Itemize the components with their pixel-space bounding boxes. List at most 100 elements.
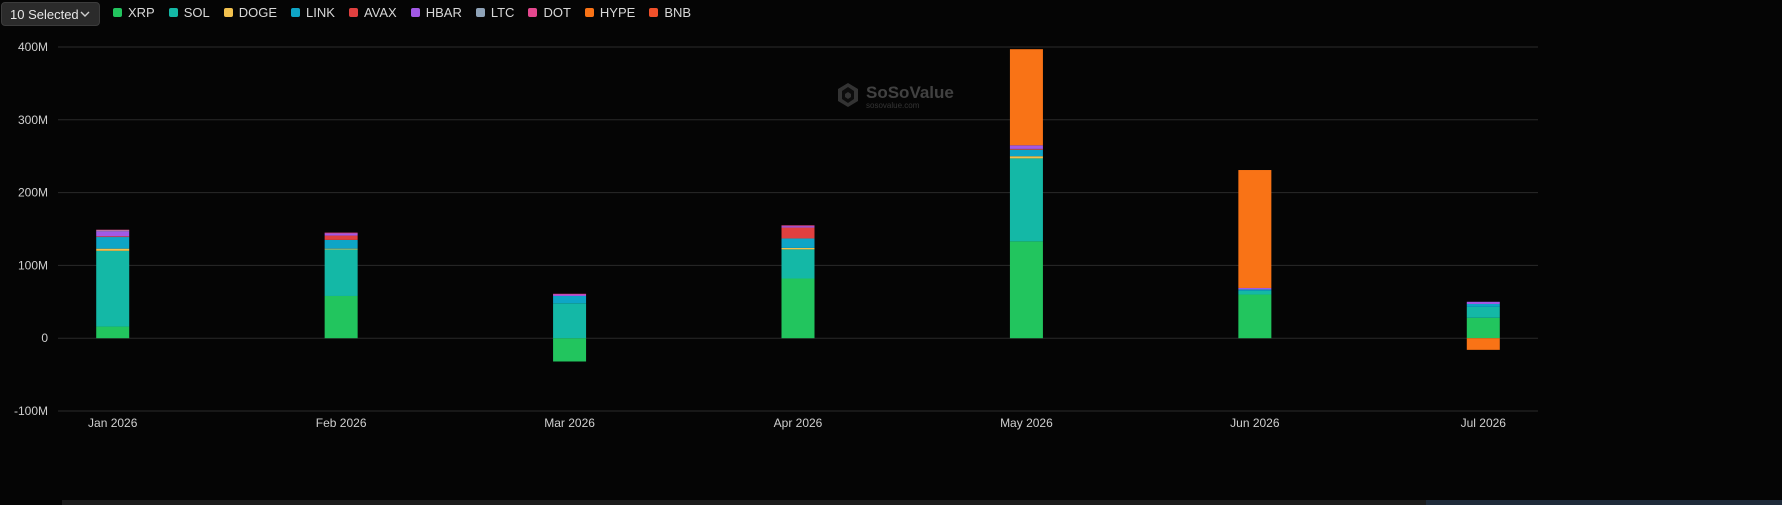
bar-segment-xrp[interactable] [324,295,358,339]
legend-item-doge[interactable]: DOGE [223,5,278,20]
bar-segment-hbar[interactable] [96,231,130,237]
bar-segment-xrp[interactable] [96,326,130,339]
watermark: SoSoValue sosovalue.com [838,83,954,110]
range-scrollbar[interactable] [62,500,1782,505]
series-selector-label: 10 Selected [10,6,79,22]
bar-segment-hbar[interactable] [781,226,815,228]
y-tick-label: 100M [18,258,48,272]
bar-segment-sol[interactable] [96,250,130,327]
legend-swatch [475,8,485,17]
bar-segment-avax[interactable] [96,236,130,238]
bar-segment-sol[interactable] [1466,306,1500,318]
bar-segment-hbar[interactable] [1238,287,1272,290]
watermark-sub: sosovalue.com [866,101,920,110]
bar-segment-avax[interactable] [1009,148,1043,150]
legend-item-bnb[interactable]: BNB [649,5,691,20]
y-tick-label: 300M [18,113,48,127]
bar-segment-doge[interactable] [781,247,815,250]
bar-stack-jul-2026 [1466,301,1500,350]
bar-stack-mar-2026 [553,293,587,362]
bar-segment-link[interactable] [781,238,815,248]
legend-label: HYPE [599,5,636,20]
x-tick-label: Jul 2026 [1461,416,1507,430]
bar-segment-sol[interactable] [1238,290,1272,295]
bar-stack-jan-2026 [96,229,130,339]
legend-label: AVAX [363,5,397,20]
chart-legend: XRP SOL DOGE LINK AVAX HBAR LTC DOT HYPE BNB [113,5,705,20]
bar-segment-hbar[interactable] [1009,145,1043,149]
bar-segment-xrp[interactable] [1238,294,1272,339]
legend-item-hbar[interactable]: HBAR [410,5,462,20]
chevron-down-icon [80,11,90,17]
legend-item-xrp[interactable]: XRP [113,5,155,20]
bar-segment-hype[interactable] [1466,338,1500,350]
bar-stack-apr-2026 [781,225,815,339]
bar-segment-dot[interactable] [781,225,815,227]
bar-segment-sol[interactable] [324,249,358,296]
legend-item-dot[interactable]: DOT [528,5,571,20]
y-tick-label: 400M [18,40,48,54]
legend-label: SOL [183,5,210,20]
top-bar: 10 Selected XRP SOL DOGE LINK AVAX HBAR LTC DOT… [0,0,1782,26]
bar-segment-xrp[interactable] [781,278,815,339]
bar-segment-avax[interactable] [781,227,815,239]
y-axis-ticks: 400M 300M 200M 100M 0 -100M [14,40,48,418]
bar-segment-link[interactable] [1238,289,1272,291]
y-tick-label: 0 [41,331,48,345]
bar-segment-link[interactable] [324,239,358,249]
legend-label: DOGE [238,5,278,20]
x-tick-label: Jan 2026 [88,416,138,430]
bar-segment-avax[interactable] [324,235,358,240]
bar-segment-dot[interactable] [553,293,587,295]
legend-swatch [291,8,301,17]
bar-segment-link[interactable] [553,295,587,304]
bar-segment-xrp[interactable] [553,338,587,362]
bar-segment-hype[interactable] [1009,49,1043,146]
x-tick-label: Feb 2026 [316,416,367,430]
legend-item-sol[interactable]: SOL [168,5,210,20]
legend-label: XRP [128,5,155,20]
legend-swatch [168,8,178,17]
x-tick-label: Mar 2026 [544,416,595,430]
bar-segment-dot[interactable] [96,229,130,231]
legend-swatch [113,8,122,17]
bar-segment-sol[interactable] [1009,158,1043,242]
bar-segment-doge[interactable] [324,248,358,250]
legend-item-link[interactable]: LINK [291,5,335,20]
legend-item-hype[interactable]: HYPE [584,5,636,20]
legend-swatch [223,8,233,17]
x-tick-label: Apr 2026 [774,416,823,430]
x-axis-ticks: Jan 2026 Feb 2026 Mar 2026 Apr 2026 May 2026… [88,416,1506,430]
bar-segment-xrp[interactable] [1466,317,1500,339]
bar-segment-ltc[interactable] [96,230,130,232]
bar-segment-xrp[interactable] [1009,241,1043,339]
bar-segment-doge[interactable] [1009,156,1043,159]
bar-segment-hbar[interactable] [553,294,587,296]
bar-segment-doge[interactable] [96,248,130,251]
bar-segment-hype[interactable] [1238,170,1272,288]
bars [96,49,1500,362]
bar-segment-dot[interactable] [324,232,358,234]
legend-item-avax[interactable]: AVAX [348,5,397,20]
x-tick-label: May 2026 [1000,416,1053,430]
bar-segment-link[interactable] [1466,303,1500,307]
legend-item-ltc[interactable]: LTC [475,5,514,20]
cube-logo-icon [838,83,858,107]
legend-label: LINK [306,5,335,20]
bar-segment-sol[interactable] [781,249,815,279]
legend-label: HBAR [425,5,462,20]
series-selector-dropdown[interactable]: 10 Selected [1,2,100,26]
bar-segment-sol[interactable] [553,303,587,339]
bar-segment-hbar[interactable] [1466,301,1500,304]
y-tick-label: -100M [14,404,48,418]
watermark-brand: SoSoValue [866,83,954,102]
bar-segment-hbar[interactable] [324,233,358,236]
bar-segment-link[interactable] [1009,149,1043,157]
legend-swatch [348,8,358,17]
x-tick-label: Jun 2026 [1230,416,1280,430]
range-selection[interactable] [1426,500,1782,505]
bar-stack-feb-2026 [324,232,358,339]
legend-label: BNB [664,5,692,20]
bar-segment-link[interactable] [96,237,130,249]
